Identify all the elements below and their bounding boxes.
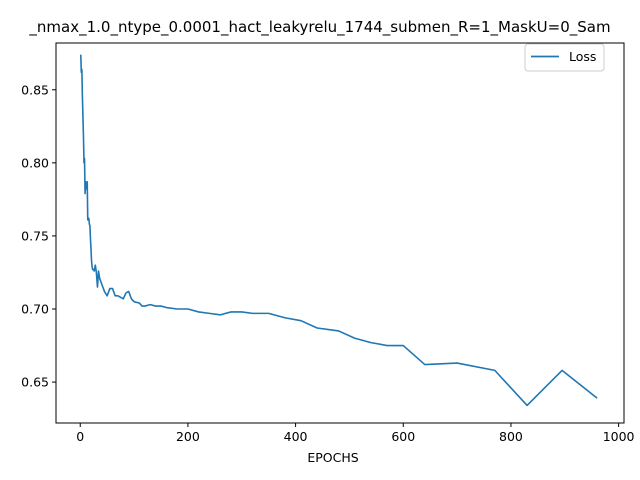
x-tick-label: 1000 xyxy=(603,429,635,444)
legend-box xyxy=(524,43,605,72)
line-layer xyxy=(79,54,598,407)
axes-frame xyxy=(55,42,625,424)
y-tick-label: 0.80 xyxy=(21,155,49,170)
x-axis-ticks: 0 200 400 600 800 1000 xyxy=(76,423,635,444)
x-axis-label: EPOCHS xyxy=(307,450,358,465)
legend-label-loss: Loss xyxy=(569,49,596,64)
x-tick-label: 400 xyxy=(284,429,308,444)
y-tick-label: 0.65 xyxy=(21,375,49,390)
x-tick-label: 0 xyxy=(76,429,84,444)
legend: Loss xyxy=(524,43,605,72)
x-tick-label: 200 xyxy=(176,429,200,444)
plot-area: 0 200 400 600 800 1000 0.65 0.70 0.75 0.80 0.85 xyxy=(21,42,635,444)
y-tick-label: 0.85 xyxy=(21,82,49,97)
series-line-loss xyxy=(79,54,598,407)
x-tick-label: 800 xyxy=(499,429,523,444)
y-tick-label: 0.75 xyxy=(21,228,49,243)
x-tick-label: 600 xyxy=(391,429,415,444)
chart-title: _nmax_1.0_ntype_0.0001_hact_leakyrelu_17… xyxy=(28,18,610,37)
y-axis-ticks: 0.65 0.70 0.75 0.80 0.85 xyxy=(21,82,56,390)
y-tick-label: 0.70 xyxy=(21,302,49,317)
